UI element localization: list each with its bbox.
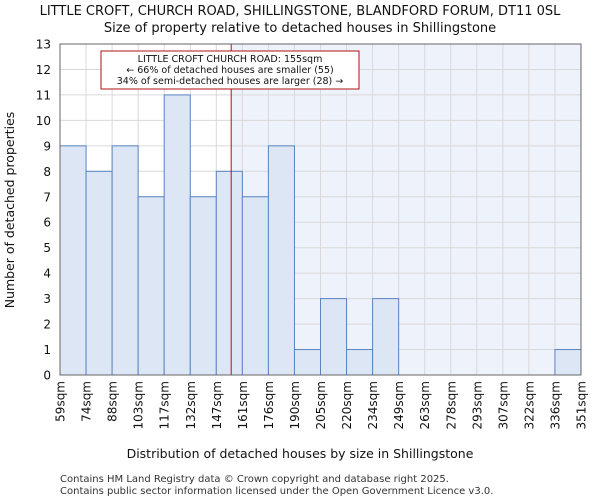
- chart-title: LITTLE CROFT, CHURCH ROAD, SHILLINGSTONE…: [40, 4, 562, 19]
- x-tick-label: 336sqm: [548, 381, 562, 429]
- bar: [59, 145, 87, 376]
- footer-line-1: Contains HM Land Registry data © Crown c…: [60, 474, 449, 485]
- x-tick-label: 307sqm: [496, 381, 510, 429]
- chart-subtitle: Size of property relative to detached ho…: [104, 21, 496, 36]
- annotation-line-3: 34% of semi-detached houses are larger (…: [117, 76, 344, 87]
- y-tick-label: 6: [43, 216, 51, 230]
- x-tick-label: 278sqm: [444, 381, 458, 429]
- bar: [189, 196, 217, 376]
- x-tick-label: 74sqm: [80, 381, 94, 422]
- y-tick-label: 2: [43, 318, 51, 332]
- y-tick-label: 1: [43, 343, 51, 357]
- y-tick-label: 11: [36, 88, 51, 102]
- bar: [163, 94, 191, 376]
- x-tick-label: 190sqm: [288, 381, 302, 429]
- y-tick-label: 0: [43, 369, 51, 383]
- plot-frame: [59, 43, 582, 376]
- x-tick-label: 249sqm: [392, 381, 406, 429]
- x-tick-label: 161sqm: [236, 381, 250, 429]
- annotation-box: [100, 50, 360, 90]
- y-tick-label: 5: [43, 241, 51, 255]
- x-tick-label: 147sqm: [210, 381, 224, 429]
- bar: [372, 298, 400, 376]
- bar: [111, 145, 139, 376]
- annotation-line-2: ← 66% of detached houses are smaller (55…: [126, 65, 333, 76]
- y-tick-label: 9: [43, 139, 51, 153]
- bar: [293, 349, 322, 376]
- x-tick-label: 263sqm: [418, 381, 432, 429]
- x-tick-label: 88sqm: [106, 381, 120, 422]
- bar: [85, 170, 113, 376]
- bar: [346, 349, 374, 376]
- bar: [320, 298, 348, 376]
- y-axis-label: Number of detached properties: [2, 112, 17, 309]
- x-tick-label: 132sqm: [184, 381, 198, 429]
- x-tick-label: 351sqm: [575, 381, 589, 429]
- y-tick-label: 12: [36, 63, 51, 77]
- x-tick-label: 234sqm: [366, 381, 380, 429]
- y-tick-label: 8: [43, 165, 51, 179]
- y-tick-label: 10: [36, 114, 51, 128]
- y-tick-label: 3: [43, 292, 51, 306]
- x-tick-label: 220sqm: [340, 381, 354, 429]
- x-tick-label: 205sqm: [314, 381, 328, 429]
- footer-line-2: Contains public sector information licen…: [60, 486, 493, 497]
- bar: [137, 196, 165, 376]
- y-tick-label: 4: [43, 267, 51, 281]
- bar: [267, 145, 295, 376]
- x-axis-label: Distribution of detached houses by size …: [127, 446, 474, 461]
- x-tick-label: 117sqm: [158, 381, 172, 429]
- y-tick-label: 13: [36, 38, 51, 52]
- bar: [215, 170, 243, 376]
- y-tick-label: 7: [43, 190, 51, 204]
- annotation-line-1: LITTLE CROFT CHURCH ROAD: 155sqm: [138, 54, 323, 65]
- bar: [554, 349, 582, 376]
- x-tick-label: 176sqm: [262, 381, 276, 429]
- x-tick-label: 293sqm: [470, 381, 484, 429]
- x-tick-label: 103sqm: [132, 381, 146, 429]
- bar: [241, 196, 269, 376]
- x-tick-label: 59sqm: [54, 381, 68, 422]
- x-tick-label: 322sqm: [522, 381, 536, 429]
